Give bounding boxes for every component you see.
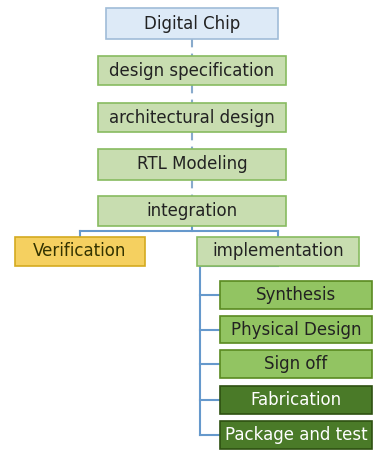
Text: Verification: Verification	[33, 242, 127, 260]
Text: architectural design: architectural design	[109, 108, 275, 126]
FancyBboxPatch shape	[197, 236, 359, 266]
FancyBboxPatch shape	[106, 8, 278, 40]
FancyBboxPatch shape	[98, 103, 286, 132]
FancyBboxPatch shape	[220, 421, 372, 449]
Text: integration: integration	[146, 202, 238, 220]
Text: RTL Modeling: RTL Modeling	[137, 155, 247, 173]
FancyBboxPatch shape	[98, 149, 286, 180]
Text: design specification: design specification	[109, 62, 275, 80]
FancyBboxPatch shape	[220, 315, 372, 343]
Text: implementation: implementation	[212, 242, 344, 260]
FancyBboxPatch shape	[220, 281, 372, 309]
Text: Sign off: Sign off	[264, 355, 328, 373]
FancyBboxPatch shape	[220, 350, 372, 378]
Text: Fabrication: Fabrication	[250, 391, 341, 409]
FancyBboxPatch shape	[220, 386, 372, 414]
FancyBboxPatch shape	[98, 56, 286, 85]
FancyBboxPatch shape	[15, 236, 145, 266]
Text: Physical Design: Physical Design	[231, 320, 361, 338]
Text: Digital Chip: Digital Chip	[144, 15, 240, 33]
FancyBboxPatch shape	[98, 196, 286, 226]
Text: Synthesis: Synthesis	[256, 286, 336, 304]
Text: Package and test: Package and test	[225, 426, 367, 443]
